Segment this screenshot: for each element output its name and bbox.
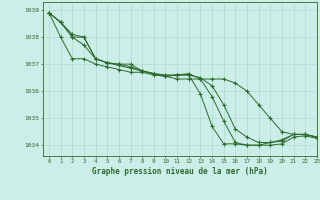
X-axis label: Graphe pression niveau de la mer (hPa): Graphe pression niveau de la mer (hPa)	[92, 167, 268, 176]
